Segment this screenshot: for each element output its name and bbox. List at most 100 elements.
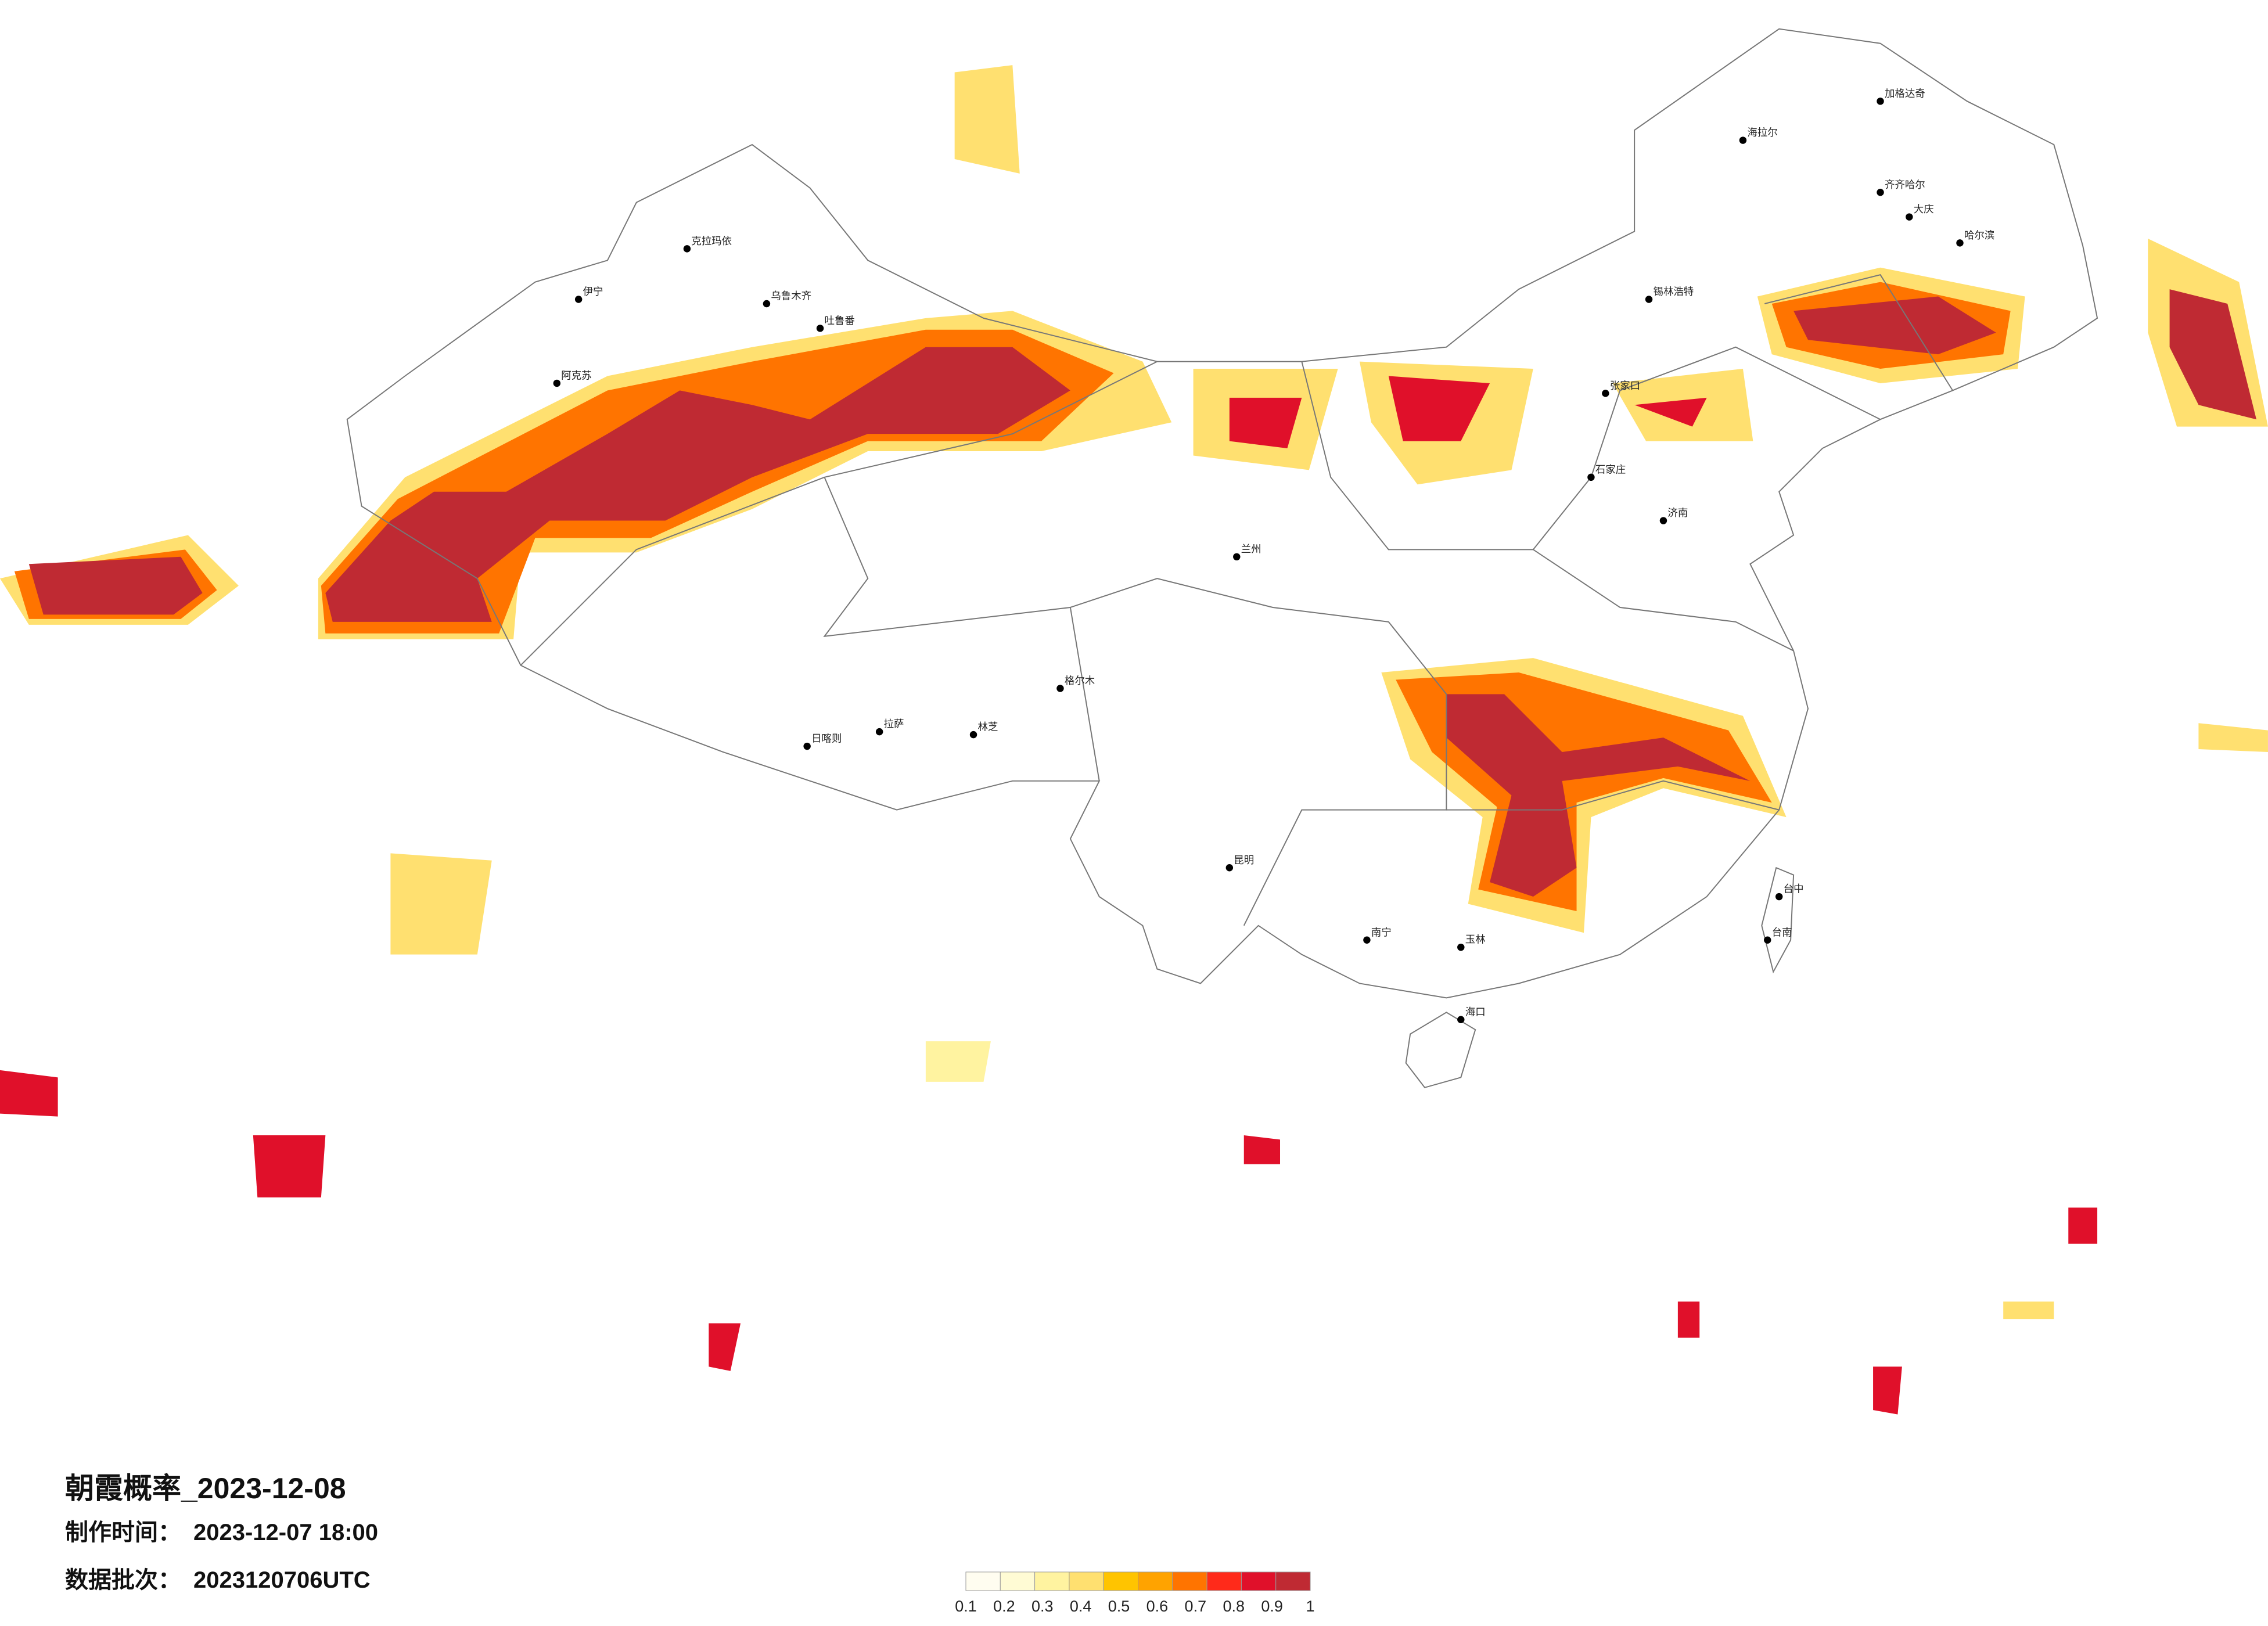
- probability-area: [390, 853, 492, 955]
- legend-swatch: [1206, 1571, 1242, 1591]
- city-dot: [1877, 188, 1884, 196]
- legend-tick-label: 0.9: [1261, 1598, 1283, 1615]
- city-dot: [875, 728, 883, 736]
- province-border: [823, 477, 1100, 781]
- city-dot: [1233, 553, 1241, 561]
- legend-tick-label: 0.6: [1146, 1598, 1169, 1615]
- probability-area: [2169, 289, 2257, 420]
- probability-area: [2198, 723, 2268, 753]
- province-border: [1764, 274, 1953, 391]
- legend-swatch: [1069, 1571, 1104, 1591]
- probability-area: [0, 1070, 58, 1117]
- probability-field: [0, 65, 2268, 1415]
- probability-area: [2003, 1301, 2054, 1319]
- province-border: [1446, 780, 1780, 811]
- city-dot: [553, 379, 561, 387]
- probability-area: [1446, 694, 1751, 897]
- city-label: 哈尔滨: [1964, 229, 1994, 241]
- legend-tick-label: 0.7: [1185, 1598, 1207, 1615]
- province-border: [1301, 346, 1881, 551]
- city-label: 林芝: [978, 721, 998, 733]
- city-label: 台中: [1784, 883, 1804, 895]
- probability-area: [1243, 1135, 1281, 1164]
- city-dot: [763, 300, 771, 308]
- probability-area: [954, 65, 1020, 174]
- city-label: 海拉尔: [1747, 127, 1777, 138]
- legend-tick-label: 0.5: [1108, 1598, 1130, 1615]
- city-label: 加格达奇: [1885, 88, 1925, 99]
- city-dot: [574, 296, 583, 303]
- city-label: 昆明: [1234, 854, 1254, 866]
- legend-swatch: [1138, 1571, 1173, 1591]
- legend-tick-label: 1: [1306, 1598, 1314, 1615]
- probability-area: [1793, 296, 1996, 355]
- legend: 0.1 0.2 0.3 0.4 0.5 0.6 0.7 0.8 0.9 1: [955, 1571, 1315, 1615]
- probability-area: [925, 1041, 991, 1082]
- city-dot: [1457, 943, 1465, 951]
- data-batch: 2023120706UTC: [193, 1567, 371, 1593]
- city-dot: [1363, 936, 1371, 944]
- city-dot: [1225, 864, 1234, 872]
- city-dot: [969, 731, 977, 739]
- taiwan-border: [1761, 866, 1795, 974]
- probability-area: [28, 556, 203, 615]
- city-dot: [1457, 1016, 1465, 1023]
- probability-area: [2068, 1207, 2098, 1244]
- city-label: 吐鲁番: [825, 315, 855, 326]
- legend-tick-label: 0.2: [993, 1598, 1015, 1615]
- city-dot: [816, 325, 824, 332]
- legend-tick-label: 0.8: [1223, 1598, 1245, 1615]
- city-label: 海口: [1465, 1006, 1486, 1017]
- china-border: [346, 28, 2098, 999]
- city-dot: [1056, 685, 1064, 692]
- city-label: 阿克苏: [561, 369, 591, 381]
- legend-swatch: [1034, 1571, 1070, 1591]
- borders: [346, 28, 2098, 1088]
- legend-tick-label: 0.3: [1031, 1598, 1054, 1615]
- probability-area: [253, 1135, 326, 1198]
- city-label: 石家庄: [1595, 463, 1626, 475]
- city-dot: [1956, 239, 1964, 247]
- legend-swatch: [965, 1571, 1001, 1591]
- city-dot: [1739, 136, 1747, 144]
- city-label: 济南: [1667, 507, 1688, 519]
- city-dot: [1659, 517, 1667, 524]
- city-label: 乌鲁木齐: [771, 290, 811, 302]
- city-label: 克拉玛依: [691, 235, 732, 247]
- province-border: [1533, 549, 1794, 652]
- legend-swatch: [1103, 1571, 1138, 1591]
- probability-area: [1229, 397, 1302, 449]
- province-border: [1070, 578, 1447, 926]
- city-dot: [1877, 98, 1884, 105]
- production-time-label: 制作时间：: [65, 1520, 181, 1545]
- city-label: 南宁: [1371, 926, 1392, 938]
- city-dot: [1587, 473, 1595, 481]
- city-label: 伊宁: [583, 286, 603, 297]
- city-label: 锡林浩特: [1654, 286, 1694, 297]
- legend-swatch: [1172, 1571, 1207, 1591]
- probability-area: [1634, 397, 1707, 427]
- city-label: 拉萨: [884, 718, 904, 730]
- probability-area: [709, 1323, 741, 1371]
- city-label: 玉林: [1465, 934, 1486, 945]
- map-title: 朝霞概率_2023-12-08: [65, 1472, 346, 1505]
- city-dot: [1645, 296, 1653, 303]
- legend-tick-label: 0.1: [955, 1598, 977, 1615]
- city-dot: [803, 742, 811, 750]
- city-dot: [1602, 390, 1609, 397]
- probability-area: [1677, 1301, 1700, 1338]
- legend-tick-label: 0.4: [1070, 1598, 1092, 1615]
- production-time: 2023-12-07 18:00: [193, 1520, 378, 1545]
- data-batch-label: 数据批次：: [65, 1567, 181, 1593]
- city-dot: [683, 245, 691, 253]
- hainan-border: [1405, 1012, 1476, 1088]
- legend-swatch: [1241, 1571, 1277, 1591]
- city-label: 日喀则: [811, 733, 842, 744]
- city-dot: [1906, 213, 1913, 221]
- probability-area: [1873, 1366, 1902, 1415]
- city-label: 兰州: [1241, 543, 1261, 555]
- city-label: 格尔木: [1065, 675, 1095, 686]
